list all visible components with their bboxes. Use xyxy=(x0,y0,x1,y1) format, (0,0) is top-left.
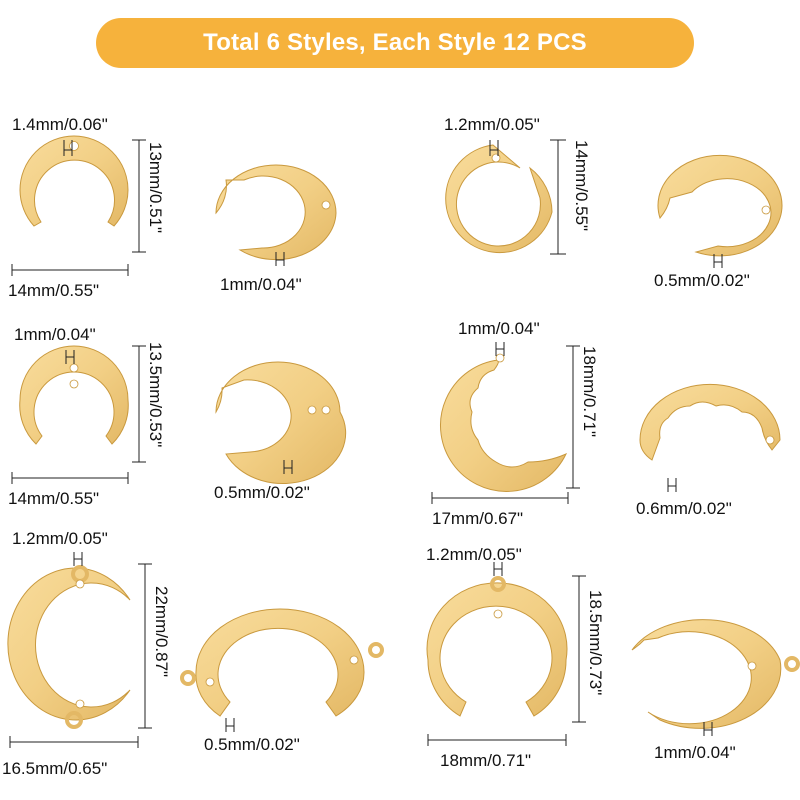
style4-thickness-label: 1mm/0.04" xyxy=(458,319,540,338)
style5-dimension-lines xyxy=(9,552,235,748)
style5-thickness-label: 1.2mm/0.05" xyxy=(12,529,108,548)
style1-side-pendant xyxy=(215,164,337,261)
style5-side-pendant xyxy=(180,608,384,717)
style1-thickness-label: 1.4mm/0.06" xyxy=(12,115,108,134)
style3-detail-label: 0.5mm/0.02" xyxy=(214,483,310,502)
style2-thickness-label: 1.2mm/0.05" xyxy=(444,115,540,134)
style3-thickness-label: 1mm/0.04" xyxy=(14,325,96,344)
style3-height-label: 13.5mm/0.53" xyxy=(146,342,165,448)
style6-side-pendant xyxy=(631,619,800,729)
title-banner: Total 6 Styles, Each Style 12 PCS xyxy=(96,18,694,68)
style4-side-pendant xyxy=(639,383,781,461)
style2-height-label: 14mm/0.55" xyxy=(572,140,591,232)
style4-height-label: 18mm/0.71" xyxy=(580,346,599,438)
style2-front-pendant xyxy=(445,144,553,254)
style6-front-pendant xyxy=(426,576,568,717)
style6-detail-label: 1mm/0.04" xyxy=(654,743,736,762)
style1-height-label: 13mm/0.51" xyxy=(146,142,165,234)
style3-front-pendant xyxy=(19,345,129,445)
style2-detail-label: 0.5mm/0.02" xyxy=(654,271,750,290)
style1-width-label: 14mm/0.55" xyxy=(8,281,100,300)
style4-dimension-lines xyxy=(431,342,677,504)
style4-width-label: 17mm/0.67" xyxy=(432,509,524,528)
style3-width-label: 14mm/0.55" xyxy=(8,489,100,508)
style4-detail-label: 0.6mm/0.02" xyxy=(636,499,732,518)
style1-dimension-lines xyxy=(11,139,285,276)
style6-height-label: 18.5mm/0.73" xyxy=(586,590,605,696)
style3-side-pendant xyxy=(215,361,347,485)
style5-width-label: 16.5mm/0.65" xyxy=(2,759,108,778)
style6-width-label: 18mm/0.71" xyxy=(440,751,532,770)
style6-dimension-lines xyxy=(427,562,713,746)
style1-detail-label: 1mm/0.04" xyxy=(220,275,302,294)
style1-front-pendant xyxy=(19,135,129,227)
style4-front-pendant xyxy=(440,353,568,492)
style5-detail-label: 0.5mm/0.02" xyxy=(204,735,300,754)
style2-side-pendant xyxy=(657,154,783,257)
style3-dimension-lines xyxy=(11,345,293,484)
style5-height-label: 22mm/0.87" xyxy=(152,586,171,678)
style2-dimension-lines xyxy=(489,139,723,268)
style5-front-pendant xyxy=(7,565,131,729)
style6-thickness-label: 1.2mm/0.05" xyxy=(426,545,522,564)
